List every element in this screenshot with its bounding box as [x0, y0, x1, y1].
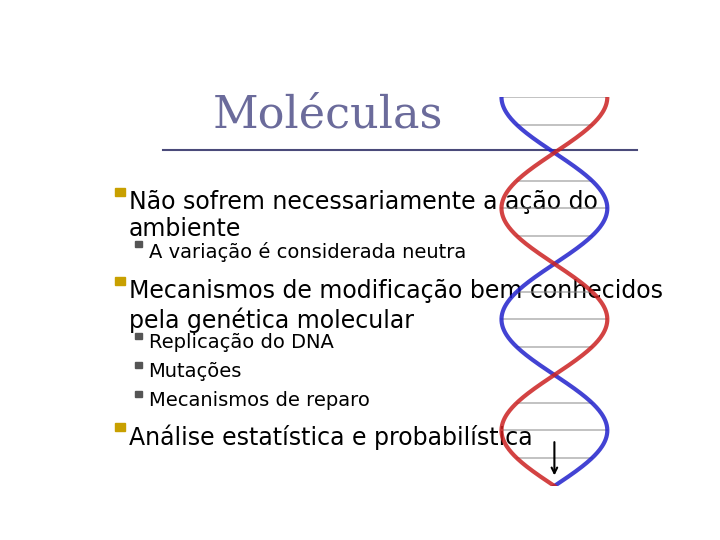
Text: Mutações: Mutações: [148, 362, 242, 381]
FancyBboxPatch shape: [135, 333, 143, 339]
Text: A variação é considerada neutra: A variação é considerada neutra: [148, 241, 466, 261]
Text: Mecanismos de reparo: Mecanismos de reparo: [148, 391, 369, 410]
Text: Mecanismos de modificação bem conhecidos
pela genética molecular: Mecanismos de modificação bem conhecidos…: [129, 279, 663, 333]
FancyBboxPatch shape: [114, 277, 125, 285]
FancyBboxPatch shape: [135, 362, 143, 368]
Text: Replicação do DNA: Replicação do DNA: [148, 333, 333, 352]
Text: Moléculas: Moléculas: [213, 93, 443, 136]
FancyBboxPatch shape: [114, 188, 125, 195]
FancyBboxPatch shape: [135, 241, 143, 247]
FancyBboxPatch shape: [135, 391, 143, 397]
Text: Análise estatística e probabilística: Análise estatística e probabilística: [129, 424, 533, 450]
Text: Não sofrem necessariamente a ação do
ambiente: Não sofrem necessariamente a ação do amb…: [129, 190, 598, 241]
FancyBboxPatch shape: [114, 423, 125, 430]
